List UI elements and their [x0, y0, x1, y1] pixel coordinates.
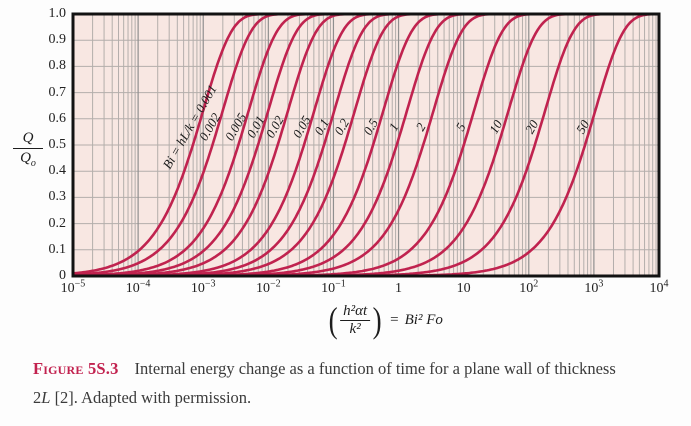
y-tick-label: 0 — [59, 268, 66, 283]
equals-sign: = — [390, 311, 399, 328]
x-axis-rhs: Bi² Fo — [404, 311, 443, 328]
caption-line2-pre: 2 — [33, 388, 42, 407]
y-tick-label: 0.7 — [48, 84, 67, 100]
right-paren: ) — [372, 300, 382, 340]
y-tick-label: 0.1 — [48, 241, 67, 257]
x-axis-denominator: k² — [349, 320, 361, 337]
left-paren: ( — [328, 300, 338, 340]
x-tick-label: 103 — [584, 278, 604, 296]
x-tick-label: 102 — [519, 278, 539, 296]
x-axis-numerator: h²αt — [340, 303, 371, 321]
chart-area: Q Qo ( h²αt k² ) = Bi² Fo 1.0 0.9 0.8 0.7 0.… — [13, 6, 669, 340]
figure-label: Figure 5S.3 — [33, 359, 119, 378]
y-tick-label: 0.3 — [48, 189, 67, 205]
y-axis-label: Q Qo — [13, 130, 43, 169]
x-tick-label: 10 — [456, 281, 471, 296]
y-tick-label: 1.0 — [48, 6, 67, 21]
x-tick-label: 1 — [395, 281, 403, 296]
y-tick-label: 0.4 — [48, 163, 67, 179]
plot-svg — [71, 12, 661, 278]
y-axis-denominator: Qo — [20, 150, 36, 169]
x-tick-label: 10−2 — [256, 278, 281, 296]
y-tick-label: 0.2 — [48, 215, 67, 231]
caption-line1: Internal energy change as a function of … — [134, 359, 616, 378]
x-tick-label: 10−5 — [60, 278, 86, 296]
x-axis-label: ( h²αt k² ) = Bi² Fo — [327, 300, 443, 340]
x-tick-label: 104 — [649, 278, 669, 296]
figure-caption: Figure 5S.3 Internal energy change as a f… — [33, 354, 681, 412]
y-tick-label: 0.6 — [48, 110, 67, 126]
x-axis-fraction: h²αt k² — [340, 303, 371, 338]
plot-border — [71, 12, 661, 278]
x-tick-label: 10−1 — [321, 278, 346, 296]
x-tick-label: 10−4 — [125, 278, 151, 296]
y-tick-label: 0.9 — [48, 32, 67, 48]
y-tick-label: 0.8 — [48, 58, 67, 74]
x-tick-label: 10−3 — [190, 278, 216, 296]
y-axis-numerator: Q — [13, 130, 43, 149]
caption-line2-post: [2]. Adapted with permission. — [50, 388, 252, 407]
y-tick-label: 0.5 — [48, 137, 67, 152]
caption-line2-italic: L — [41, 388, 51, 407]
